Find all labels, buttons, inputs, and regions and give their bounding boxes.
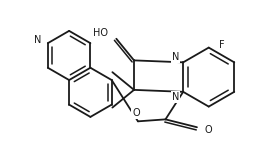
Text: N: N bbox=[172, 52, 179, 62]
Text: O: O bbox=[205, 125, 213, 135]
Text: O: O bbox=[132, 108, 140, 118]
Text: F: F bbox=[219, 40, 224, 50]
Text: HO: HO bbox=[93, 28, 108, 38]
Text: N: N bbox=[34, 35, 42, 45]
Text: N: N bbox=[172, 92, 179, 102]
